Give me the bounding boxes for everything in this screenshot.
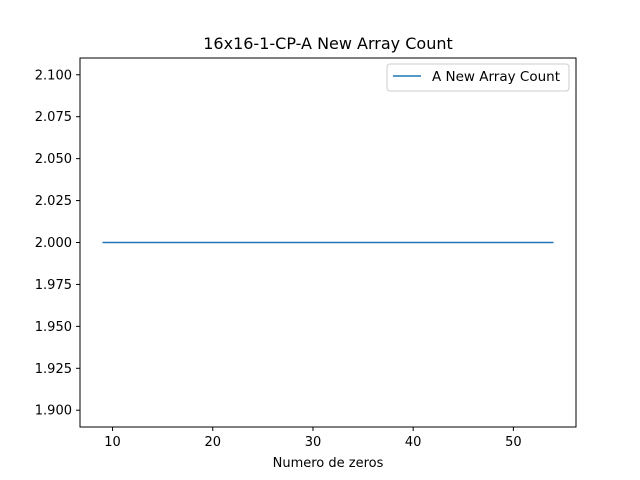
- legend-entry: A New Array Count: [432, 69, 560, 85]
- chart-title: 16x16-1-CP-A New Array Count: [203, 34, 453, 53]
- x-tick-label: 40: [405, 435, 422, 450]
- y-tick-label: 2.050: [35, 152, 72, 167]
- y-tick-label: 1.950: [35, 320, 72, 335]
- x-tick-label: 10: [104, 435, 121, 450]
- x-tick-label: 30: [305, 435, 322, 450]
- y-tick-label: 1.925: [35, 362, 72, 377]
- x-tick-label: 20: [204, 435, 221, 450]
- y-axis: 1.900 1.925 1.950 1.975 2.000 2.025 2.050 2.075…: [35, 68, 80, 419]
- y-tick-label: 2.025: [35, 194, 72, 209]
- y-tick-label: 2.000: [35, 236, 72, 251]
- y-tick-label: 1.900: [35, 404, 72, 419]
- x-axis: 10 20 30 40 50: [104, 427, 522, 450]
- legend: A New Array Count: [386, 63, 570, 92]
- legend-box: [386, 63, 570, 92]
- y-tick-label: 2.100: [35, 68, 72, 83]
- y-tick-label: 1.975: [35, 278, 72, 293]
- x-tick-label: 50: [505, 435, 522, 450]
- x-axis-label: Numero de zeros: [273, 456, 384, 471]
- y-tick-label: 2.075: [35, 110, 72, 125]
